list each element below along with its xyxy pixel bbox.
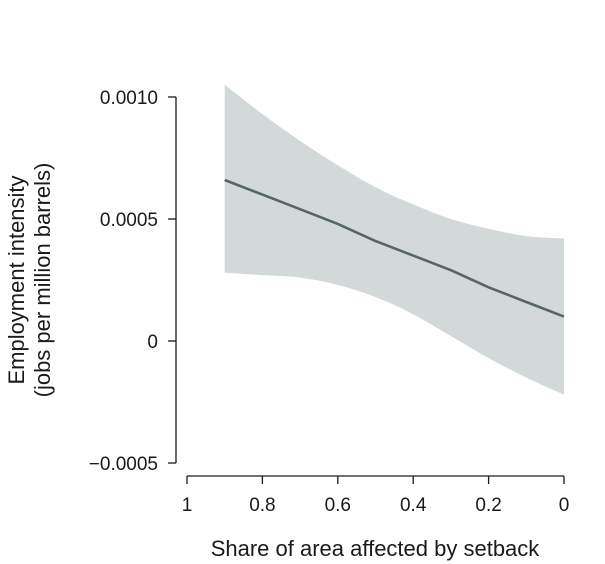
y-axis-title-line-2: (jobs per million barrels)	[30, 163, 55, 398]
x-tick-label: 1	[182, 495, 193, 516]
x-axis-title: Share of area affected by setback	[211, 536, 541, 561]
x-tick-label: 0.6	[325, 495, 351, 516]
y-axis-title: Employment intensity (jobs per million b…	[4, 163, 55, 398]
x-tick-label: 0.2	[475, 495, 501, 516]
x-ticks: 1 0.8 0.6 0.4 0.2 0	[182, 476, 570, 516]
y-tick-label: −0.0005	[89, 454, 158, 475]
y-tick-label: 0.0005	[100, 210, 158, 231]
x-tick-label: 0	[559, 495, 570, 516]
x-tick-label: 0.8	[249, 495, 275, 516]
series-line	[224, 178, 565, 318]
x-tick-label: 0.4	[400, 495, 427, 516]
y-ticks: 0.0010 0.0005 0 −0.0005	[89, 88, 176, 475]
y-axis-title-line-1: Employment intensity	[4, 175, 29, 384]
confidence-band	[224, 84, 564, 395]
y-tick-label: 0	[147, 332, 158, 353]
y-tick-label: 0.0010	[100, 88, 158, 109]
